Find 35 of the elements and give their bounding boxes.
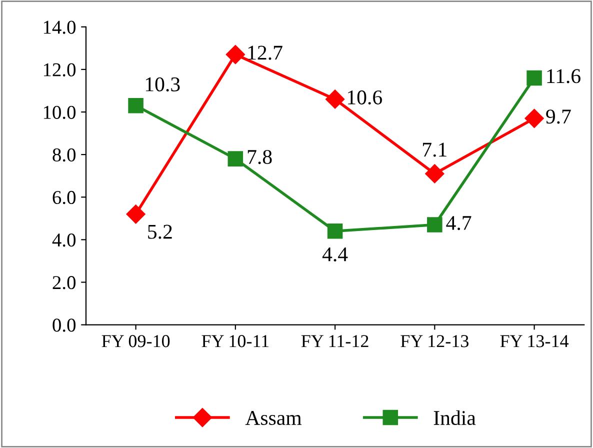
- data-label: 4.4: [322, 247, 348, 262]
- legend-label: Assam: [245, 411, 302, 426]
- y-tick-label: 4.0: [52, 233, 76, 247]
- y-tick-label: 12.0: [44, 63, 76, 76]
- legend-label: India: [434, 410, 476, 426]
- y-tick-label: 14.0: [44, 20, 76, 34]
- data-label: 4.7: [446, 216, 472, 230]
- y-tick-label: 8.0: [52, 148, 76, 162]
- point: [326, 90, 345, 109]
- data-label: 12.7: [248, 46, 282, 60]
- point: [526, 70, 542, 86]
- x-tick-label: FY 13-14: [500, 335, 569, 348]
- x-tick-label: FY 10-11: [202, 335, 269, 348]
- point: [126, 204, 146, 224]
- y-tick-label: 0.0: [52, 318, 76, 332]
- x-tick-label: FY 11-12: [301, 335, 368, 348]
- data-label: 7.1: [423, 142, 446, 157]
- data-label: 10.3: [146, 77, 180, 92]
- point: [226, 45, 245, 64]
- y-tick-label: 6.0: [52, 190, 76, 204]
- point: [524, 108, 544, 128]
- x-tick-label: FY 12-13: [400, 335, 468, 348]
- data-label: 10.6: [348, 90, 382, 105]
- point: [327, 224, 343, 239]
- data-label: 5.2: [148, 224, 172, 239]
- y-tick-label: 10.0: [44, 106, 76, 120]
- point: [427, 217, 442, 232]
- y-tick-label: 2.0: [52, 276, 76, 290]
- point: [128, 98, 144, 114]
- data-label: 11.6: [547, 69, 580, 84]
- x-tick-label: FY 09-10: [102, 335, 170, 348]
- point: [425, 164, 444, 184]
- point: [228, 151, 244, 166]
- data-label: 9.7: [546, 110, 571, 124]
- data-label: 7.8: [248, 150, 272, 164]
